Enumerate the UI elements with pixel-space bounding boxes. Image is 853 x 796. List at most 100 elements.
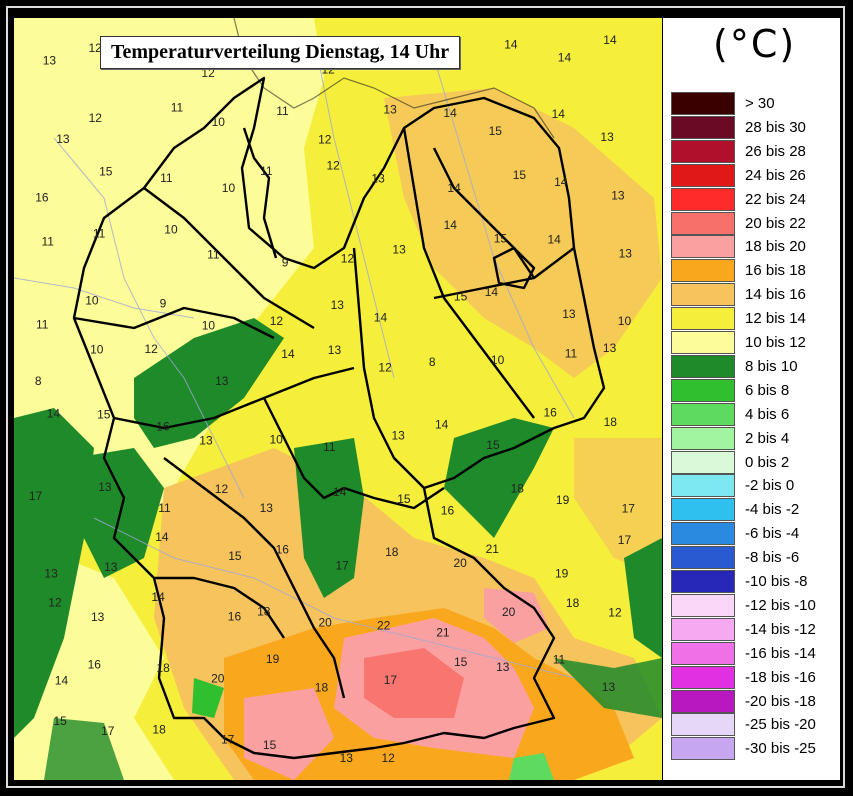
station-value: 17 bbox=[336, 558, 350, 572]
station-value: 14 bbox=[151, 590, 165, 604]
station-value: 11 bbox=[323, 440, 336, 454]
station-value: 13 bbox=[260, 501, 274, 515]
station-value: 20 bbox=[502, 605, 516, 619]
station-value: 12 bbox=[89, 111, 103, 125]
station-value: 19 bbox=[556, 493, 570, 507]
legend-item: 28 bis 30 bbox=[671, 115, 836, 140]
station-value: 18 bbox=[511, 482, 525, 496]
legend-item: 16 bis 18 bbox=[671, 259, 836, 283]
station-value: 10 bbox=[270, 433, 284, 447]
legend-swatch bbox=[671, 522, 735, 546]
station-value: 10 bbox=[90, 343, 104, 357]
station-value: 12 bbox=[382, 751, 396, 765]
legend-swatch bbox=[671, 450, 735, 474]
station-value: 12 bbox=[270, 314, 284, 328]
station-value: 11 bbox=[160, 171, 173, 185]
legend-swatch bbox=[671, 617, 735, 641]
station-value: 16 bbox=[228, 610, 242, 624]
station-value: 13 bbox=[383, 102, 397, 116]
station-value: 14 bbox=[552, 107, 566, 121]
station-value: 17 bbox=[29, 489, 43, 503]
station-value: 8 bbox=[35, 374, 42, 388]
station-value: 14 bbox=[155, 530, 169, 544]
station-value: 14 bbox=[504, 37, 518, 51]
station-value: 15 bbox=[99, 164, 113, 178]
station-value: 15 bbox=[397, 492, 411, 506]
legend-swatch bbox=[671, 378, 735, 402]
legend-label: -8 bis -6 bbox=[745, 549, 800, 567]
station-value: 13 bbox=[392, 429, 406, 443]
legend-item: 12 bis 14 bbox=[671, 307, 836, 331]
station-value: 14 bbox=[374, 311, 388, 325]
station-value: 11 bbox=[93, 227, 106, 241]
station-value: 13 bbox=[496, 660, 510, 674]
legend-item: -30 bis -25 bbox=[671, 737, 836, 761]
station-value: 9 bbox=[282, 256, 289, 270]
legend-item: 4 bis 6 bbox=[671, 402, 836, 427]
station-value: 16 bbox=[441, 504, 455, 518]
legend-label: 20 bis 22 bbox=[745, 214, 806, 232]
station-value: 15 bbox=[489, 124, 503, 138]
legend-swatch bbox=[671, 402, 735, 426]
station-value: 21 bbox=[436, 625, 450, 639]
station-value: 14 bbox=[603, 33, 617, 47]
station-value: 22 bbox=[377, 619, 391, 633]
station-value: 19 bbox=[555, 567, 569, 581]
station-value: 14 bbox=[55, 674, 69, 688]
station-value: 11 bbox=[565, 347, 578, 361]
legend-label: -14 bis -12 bbox=[745, 620, 816, 638]
station-value: 10 bbox=[202, 319, 216, 333]
station-value: 14 bbox=[444, 218, 458, 232]
station-value: 8 bbox=[429, 355, 436, 369]
station-value: 11 bbox=[276, 104, 289, 118]
station-value: 18 bbox=[257, 605, 271, 619]
legend-item: -10 bis -8 bbox=[671, 570, 836, 594]
legend-label: 16 bis 18 bbox=[745, 262, 806, 280]
station-value: 15 bbox=[97, 407, 111, 421]
temperature-map: 13 12 13 12 11 12 11 13 14 14 14 13 12 11 10 11 12 13 14 15… bbox=[14, 18, 662, 780]
station-value: 20 bbox=[454, 556, 468, 570]
legend-swatch bbox=[671, 331, 735, 354]
legend-item: 8 bis 10 bbox=[671, 354, 836, 379]
legend-label: -25 bis -20 bbox=[745, 716, 816, 734]
station-value: 12 bbox=[608, 606, 622, 620]
station-value: 15 bbox=[228, 549, 242, 563]
legend-item: 2 bis 4 bbox=[671, 426, 836, 451]
legend-swatch bbox=[671, 641, 735, 665]
station-value: 12 bbox=[201, 66, 215, 80]
station-value: 16 bbox=[35, 190, 49, 204]
station-value: 14 bbox=[435, 417, 449, 431]
station-value: 10 bbox=[491, 353, 505, 367]
legend-item: -12 bis -10 bbox=[671, 593, 836, 618]
temperature-field: 13 12 13 12 11 12 11 13 14 14 14 13 12 11 10 11 12 13 14 15… bbox=[14, 18, 662, 780]
station-value: 21 bbox=[486, 542, 500, 556]
legend-swatch bbox=[671, 665, 735, 689]
legend-label: 6 bis 8 bbox=[745, 381, 790, 399]
legend-swatch bbox=[671, 307, 735, 331]
legend-item: -8 bis -6 bbox=[671, 546, 836, 570]
station-value: 14 bbox=[333, 485, 347, 499]
station-value: 15 bbox=[494, 231, 508, 245]
station-value: 14 bbox=[47, 407, 61, 421]
legend-item: 24 bis 26 bbox=[671, 163, 836, 188]
map-title: Temperaturverteilung Dienstag, 14 Uhr bbox=[100, 36, 461, 69]
legend-item: 0 bis 2 bbox=[671, 450, 836, 475]
station-value: 12 bbox=[215, 482, 229, 496]
station-value: 18 bbox=[152, 722, 166, 736]
station-value: 10 bbox=[164, 222, 178, 236]
station-value: 16 bbox=[276, 543, 290, 557]
legend-swatch bbox=[671, 163, 735, 187]
legend-item: -2 bis 0 bbox=[671, 474, 836, 498]
station-value: 18 bbox=[385, 545, 399, 559]
legend-swatch bbox=[671, 498, 735, 522]
legend-swatch bbox=[671, 474, 735, 498]
legend-item: 18 bis 20 bbox=[671, 235, 836, 259]
station-value: 11 bbox=[553, 652, 566, 666]
legend-label: -20 bis -18 bbox=[745, 692, 816, 710]
station-value: 11 bbox=[260, 164, 273, 178]
station-value: 13 bbox=[215, 374, 229, 388]
legend-item: -4 bis -2 bbox=[671, 498, 836, 522]
station-value: 13 bbox=[98, 480, 112, 494]
legend-label: 24 bis 26 bbox=[745, 166, 806, 184]
legend-label: 18 bis 20 bbox=[745, 238, 806, 256]
